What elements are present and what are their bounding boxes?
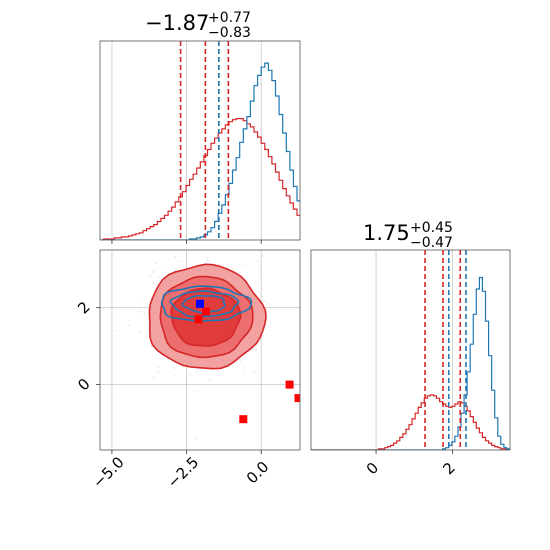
scatter-point: [256, 260, 259, 262]
red-marker: [285, 380, 294, 389]
scatter-point: [262, 255, 264, 257]
scatter-point: [241, 264, 244, 267]
scatter-point: [150, 345, 153, 348]
scatter-point: [239, 360, 242, 363]
scatter-point: [263, 300, 266, 302]
scatter-point: [173, 366, 176, 369]
param2-y-tick-label: 0: [74, 375, 93, 394]
scatter-point: [138, 331, 141, 333]
scatter-point: [158, 276, 161, 279]
red-marker: [239, 415, 248, 424]
scatter-point: [242, 367, 245, 370]
scatter-point: [195, 371, 198, 374]
scatter-point: [152, 270, 155, 273]
scatter-point: [177, 260, 180, 263]
hist-param1-title: −1.87: [145, 11, 209, 35]
hist-param2-frame: [310, 249, 511, 451]
param2-title-minus: −0.47: [410, 235, 453, 251]
hist-param2-grid: [375, 250, 453, 450]
scatter-point: [255, 349, 257, 351]
param1-title-plus: +0.77: [208, 10, 251, 26]
blue-contour-level: [169, 290, 240, 318]
joint-markers: [194, 299, 300, 424]
scatter-point: [208, 379, 211, 381]
scatter-point: [138, 310, 141, 313]
blue-contour-level: [160, 285, 253, 322]
scatter-point: [254, 237, 256, 239]
param2-x-tick-label: 0: [363, 459, 382, 478]
hist-param1-frame: [99, 40, 301, 241]
scatter-point: [207, 260, 210, 262]
hist-param1-panel: −1.87 +0.77 −0.83: [99, 10, 301, 244]
scatter-point: [155, 262, 157, 265]
param1-title-minus: −0.83: [208, 25, 251, 41]
scatter-point: [149, 274, 151, 277]
scatter-point: [143, 313, 146, 316]
scatter-point: [218, 263, 221, 266]
scatter-point: [140, 297, 143, 300]
param2-y-tick-label: 2: [74, 298, 93, 317]
scatter-point: [189, 373, 191, 376]
scatter-point: [164, 271, 167, 273]
hist-param2-panel: 0 2 1.75 +0.45 −0.47: [310, 220, 511, 478]
param1-x-tick-label: −2.5: [164, 453, 202, 491]
scatter-point: [157, 366, 160, 369]
scatter-point: [193, 390, 196, 392]
red-marker: [194, 315, 203, 324]
param1-title-value: −1.87: [145, 11, 209, 35]
red-marker: [202, 307, 210, 316]
blue-marker: [196, 299, 204, 308]
scatter-point: [114, 329, 117, 332]
red-marker: [294, 394, 300, 403]
param1-x-tick-label: 0.0: [243, 458, 273, 488]
scatter-point: [152, 282, 155, 285]
scatter-point: [260, 277, 262, 279]
hist-param1-blue-step: [100, 62, 300, 240]
hist-param1-grid: [111, 41, 262, 240]
scatter-point: [267, 302, 269, 304]
scatter-point: [153, 376, 156, 379]
param2-x-tick-label: 2: [439, 459, 458, 478]
hist-param2-blue-step: [311, 276, 510, 450]
scatter-point: [174, 255, 177, 258]
scatter-point: [253, 371, 256, 374]
param1-x-tick-label: −5.0: [89, 453, 127, 491]
scatter-point: [73, 282, 75, 284]
scatter-point: [259, 268, 262, 270]
scatter-point: [206, 257, 208, 260]
joint-blue-contours: [160, 285, 253, 322]
hist-param2-red-step: [311, 394, 510, 450]
hist-param1-red-step: [100, 118, 300, 240]
joint-frame: [99, 249, 301, 451]
param2-title-value: 1.75: [363, 221, 410, 245]
scatter-point: [217, 370, 220, 372]
scatter-point: [185, 375, 188, 378]
scatter-point: [127, 324, 130, 327]
blue-contour-level: [181, 294, 226, 314]
param2-title-plus: +0.45: [410, 220, 453, 236]
scatter-point: [173, 373, 176, 376]
hist-param2-title: 1.75: [363, 221, 410, 245]
scatter-point: [308, 316, 310, 318]
joint-panel: −5.0 −2.5 0.0 0 2: [73, 237, 310, 492]
scatter-point: [157, 370, 160, 373]
scatter-point: [195, 437, 198, 440]
